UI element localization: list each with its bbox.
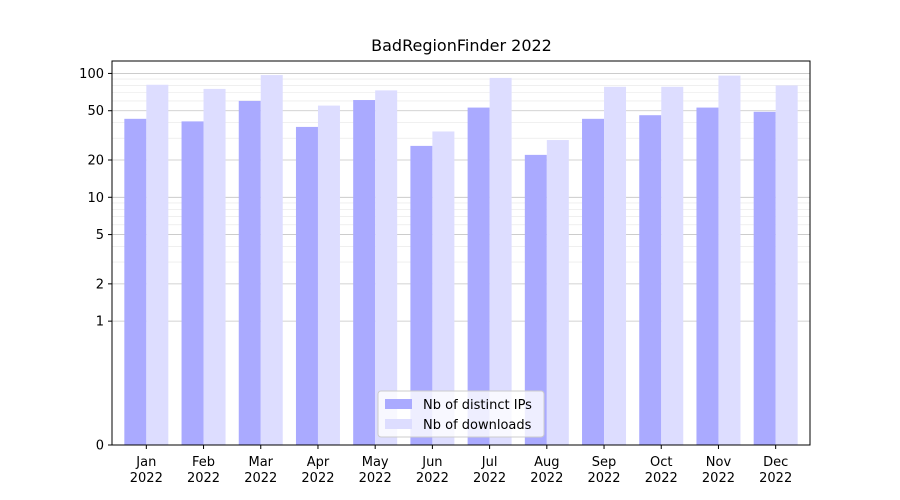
x-tick-label: 2022 [702, 471, 735, 486]
x-tick-label: Feb [192, 455, 215, 470]
bar [260, 75, 283, 445]
legend-label: Nb of distinct IPs [423, 398, 532, 413]
bar [639, 115, 662, 445]
chart-title: BadRegionFinder 2022 [371, 36, 552, 55]
bar [546, 140, 569, 445]
x-tick-label: 2022 [645, 471, 678, 486]
y-tick-label: 20 [87, 154, 104, 169]
x-tick-label: 2022 [130, 471, 163, 486]
bar [295, 126, 318, 446]
bar [467, 107, 490, 446]
bar [375, 90, 398, 446]
x-tick-label: 2022 [759, 471, 792, 486]
x-tick-label: 2022 [530, 471, 563, 486]
bar [124, 118, 147, 445]
legend-swatch [385, 419, 412, 429]
x-tick-label: 2022 [187, 471, 220, 486]
bar [696, 107, 719, 446]
x-tick-label: Jan [135, 455, 156, 470]
plot-frame [111, 60, 811, 446]
grid [112, 73, 810, 446]
y-tick-label: 100 [79, 67, 104, 82]
x-tick-label: May [362, 455, 389, 470]
bar [432, 131, 455, 445]
x-tick-label: Nov [706, 455, 732, 470]
bar [524, 154, 547, 445]
bar [410, 145, 433, 445]
x-tick-label: Oct [650, 455, 672, 470]
bar [203, 88, 226, 445]
x-tick-label: 2022 [359, 471, 392, 486]
x-tick-label: 2022 [473, 471, 506, 486]
x-tick-label: Dec [763, 455, 788, 470]
y-tick-label: 1 [96, 315, 104, 330]
bar [181, 121, 204, 445]
bar [582, 118, 605, 445]
axes: 0125102050100Jan2022Feb2022Mar2022Apr202… [79, 60, 811, 486]
x-tick-label: Jul [481, 455, 498, 470]
y-tick-label: 50 [87, 104, 104, 119]
legend-box [377, 390, 545, 438]
legend: Nb of distinct IPs Nb of downloads [377, 390, 545, 438]
bar [661, 86, 684, 445]
legend-label: Nb of downloads [423, 418, 532, 433]
y-tick-label: 0 [96, 439, 104, 454]
bars [124, 75, 798, 446]
bar [317, 105, 340, 445]
x-tick-label: Apr [307, 455, 330, 470]
legend-swatch [385, 399, 412, 409]
bar [353, 100, 376, 445]
y-tick-label: 5 [96, 228, 104, 243]
x-tick-label: Jun [421, 455, 442, 470]
bar [489, 77, 512, 445]
bar [775, 85, 798, 445]
x-tick-label: Aug [534, 455, 559, 470]
x-tick-label: Sep [592, 455, 617, 470]
x-tick-label: 2022 [301, 471, 334, 486]
bar [146, 84, 169, 445]
bar [238, 100, 261, 445]
bar [604, 86, 627, 445]
y-tick-label: 10 [87, 191, 104, 206]
x-tick-label: 2022 [244, 471, 277, 486]
x-tick-label: Mar [248, 455, 273, 470]
x-tick-label: 2022 [416, 471, 449, 486]
x-tick-label: 2022 [587, 471, 620, 486]
bar [718, 75, 741, 446]
bar [753, 111, 776, 445]
y-tick-label: 2 [96, 277, 104, 292]
